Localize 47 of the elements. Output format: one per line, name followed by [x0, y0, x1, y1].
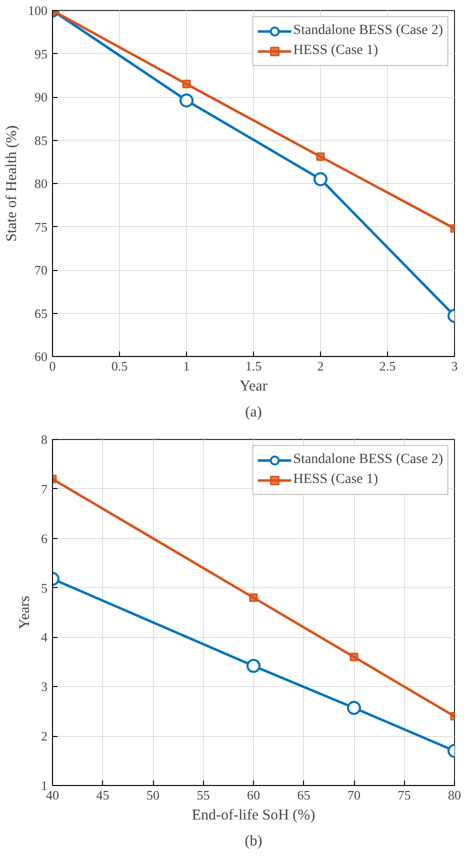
y-tick-label: 5 — [41, 580, 48, 596]
y-tick-label: 95 — [34, 46, 48, 62]
y-tick-label: 8 — [41, 432, 48, 447]
x-tick-label: 65 — [297, 788, 310, 802]
text: (b) — [244, 834, 262, 850]
point — [316, 152, 325, 161]
y-tick-label: 100 — [28, 3, 48, 18]
x-tick-label: 70 — [348, 788, 360, 802]
x-tick-label: 75 — [398, 788, 411, 802]
legend-label: Standalone BESS (Case 2) — [293, 23, 443, 39]
y-axis-title: Years — [17, 596, 33, 630]
y-tick-label: 3 — [41, 679, 48, 694]
x-tick-label: 2 — [317, 358, 324, 374]
legend-label: Standalone BESS (Case 2) — [293, 452, 443, 468]
y-tick-label: 85 — [34, 132, 48, 148]
y-tick-label: 2 — [41, 728, 48, 744]
y-tick-label: 4 — [41, 630, 48, 645]
x-tick-label: 0 — [49, 358, 56, 374]
y-tick-label: 75 — [34, 219, 48, 234]
y-tick-label: 7 — [41, 481, 48, 496]
x-tick-label: 60 — [247, 788, 260, 802]
x-tick-label: 80 — [448, 788, 461, 802]
x-tick-label: 45 — [96, 788, 110, 802]
y-tick-label: 90 — [34, 90, 48, 104]
y-tick-label: 60 — [34, 349, 48, 364]
point — [314, 172, 328, 186]
x-tick-label: 1.5 — [245, 358, 262, 374]
y-tick-label: 6 — [41, 530, 48, 546]
legend-label: HESS (Case 1) — [293, 472, 378, 488]
point — [180, 93, 194, 108]
x-tick-label: 55 — [196, 788, 210, 802]
x-tick-label: 1 — [183, 358, 190, 374]
x-tick-label: 50 — [146, 788, 160, 802]
text: (a) — [245, 404, 262, 420]
x-axis-title: End-of-life SoH (%) — [192, 808, 316, 824]
y-axis-title: State of Health (%) — [4, 125, 20, 242]
y-tick-label: 1 — [41, 778, 48, 793]
x-tick-label: 3 — [451, 358, 458, 374]
x-axis-title: Year — [240, 378, 268, 394]
x-tick-label: 40 — [46, 788, 59, 802]
y-tick-label: 65 — [34, 306, 48, 321]
y-tick-label: 70 — [34, 262, 48, 278]
y-tick-label: 80 — [34, 176, 48, 191]
x-tick-label: 0.5 — [111, 358, 128, 374]
point — [182, 80, 191, 88]
legend-label: HESS (Case 1) — [293, 43, 378, 59]
x-tick-label: 2.5 — [379, 358, 396, 374]
